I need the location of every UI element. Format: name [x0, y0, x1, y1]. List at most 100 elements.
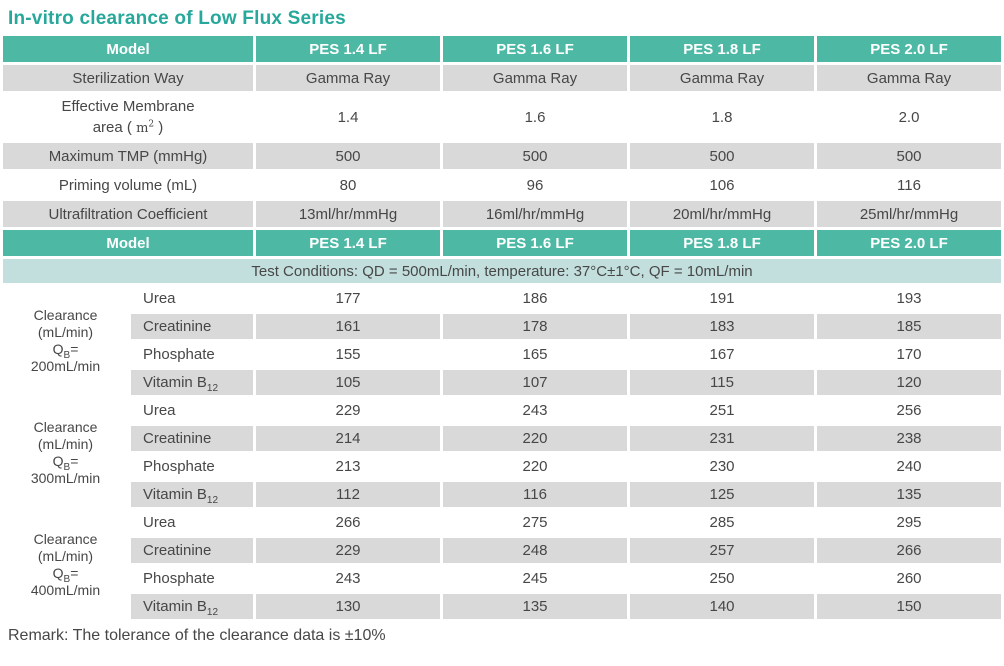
spec-value-cell: 16ml/hr/mmHg	[443, 201, 627, 227]
spec-value-cell: Gamma Ray	[443, 65, 627, 91]
analyte-cell: Phosphate	[131, 454, 253, 479]
model-name-cell: PES 2.0 LF	[817, 36, 1001, 62]
model-name-cell: PES 1.8 LF	[630, 36, 814, 62]
clearance-label-line2: (mL/min)	[37, 435, 94, 452]
clearance-row: Phosphate 213 220 230 240	[3, 454, 1001, 479]
clearance-value-cell: 230	[630, 454, 814, 479]
clearance-value-cell: 178	[443, 314, 627, 339]
clearance-value-cell: 191	[630, 286, 814, 311]
analyte-cell: Creatinine	[131, 314, 253, 339]
clearance-flow-rate: 300mL/min	[30, 469, 101, 486]
clearance-value-cell: 183	[630, 314, 814, 339]
clearance-value-cell: 161	[256, 314, 440, 339]
model-name-cell: PES 1.4 LF	[256, 230, 440, 256]
clearance-value-cell: 130	[256, 594, 440, 619]
spec-row-max-tmp: Maximum TMP (mmHg) 500 500 500 500	[3, 143, 1001, 169]
clearance-value-cell: 238	[817, 426, 1001, 451]
spec-value-cell: 116	[817, 172, 1001, 198]
square-meter-unit: m2	[136, 119, 155, 136]
clearance-row: Vitamin B12 105 107 115 120	[3, 370, 1001, 395]
clearance-value-cell: 245	[443, 566, 627, 591]
spec-value-cell: 500	[256, 143, 440, 169]
spec-row-label: Maximum TMP (mmHg)	[3, 143, 253, 169]
clearance-value-cell: 120	[817, 370, 1001, 395]
clearance-value-cell: 250	[630, 566, 814, 591]
spec-value-cell: 500	[817, 143, 1001, 169]
spec-value-cell: 1.6	[443, 94, 627, 140]
spec-value-cell: Gamma Ray	[256, 65, 440, 91]
spec-row-label: Sterilization Way	[3, 65, 253, 91]
qb-line: QB=	[52, 564, 79, 585]
membrane-label-line1: Effective Membrane	[61, 97, 195, 115]
spec-value-cell: 13ml/hr/mmHg	[256, 201, 440, 227]
analyte-cell: Creatinine	[131, 538, 253, 563]
clearance-value-cell: 251	[630, 398, 814, 423]
clearance-value-cell: 193	[817, 286, 1001, 311]
clearance-value-cell: 220	[443, 426, 627, 451]
clearance-value-cell: 266	[817, 538, 1001, 563]
qb-line: QB=	[52, 452, 79, 473]
analyte-cell: Phosphate	[131, 342, 253, 367]
analyte-cell: Vitamin B12	[131, 370, 253, 395]
clearance-value-cell: 243	[443, 398, 627, 423]
clearance-value-cell: 213	[256, 454, 440, 479]
clearance-block-label-qb300: Clearance (mL/min) QB= 300mL/min	[3, 398, 128, 507]
clearance-label-line2: (mL/min)	[37, 323, 94, 340]
spec-value-cell: 20ml/hr/mmHg	[630, 201, 814, 227]
spec-row-label: Effective Membrane area ( m2 )	[3, 94, 253, 140]
clearance-row: Vitamin B12 130 135 140 150	[3, 594, 1001, 619]
qb-line: QB=	[52, 340, 79, 361]
test-conditions-cell: Test Conditions: QD = 500mL/min, tempera…	[3, 259, 1001, 283]
model-name-cell: PES 1.4 LF	[256, 36, 440, 62]
clearance-value-cell: 125	[630, 482, 814, 507]
clearance-label-line1: Clearance	[33, 418, 98, 435]
analyte-cell: Urea	[131, 510, 253, 535]
clearance-value-cell: 229	[256, 538, 440, 563]
spec-value-cell: 2.0	[817, 94, 1001, 140]
clearance-value-cell: 257	[630, 538, 814, 563]
clearance-row: Vitamin B12 112 116 125 135	[3, 482, 1001, 507]
spec-value-cell: 96	[443, 172, 627, 198]
membrane-label-close: )	[154, 118, 164, 136]
clearance-value-cell: 260	[817, 566, 1001, 591]
clearance-value-cell: 135	[443, 594, 627, 619]
page-title: In-vitro clearance of Low Flux Series	[8, 8, 346, 29]
clearance-value-cell: 167	[630, 342, 814, 367]
clearance-value-cell: 220	[443, 454, 627, 479]
model-header-cell: Model	[3, 36, 253, 62]
test-conditions-row: Test Conditions: QD = 500mL/min, tempera…	[3, 259, 1001, 283]
spec-table: Model PES 1.4 LF PES 1.6 LF PES 1.8 LF P…	[0, 33, 1004, 230]
clearance-value-cell: 186	[443, 286, 627, 311]
clearance-value-cell: 116	[443, 482, 627, 507]
clearance-value-cell: 155	[256, 342, 440, 367]
spec-row-label: Ultrafiltration Coefficient	[3, 201, 253, 227]
clearance-value-cell: 112	[256, 482, 440, 507]
clearance-value-cell: 266	[256, 510, 440, 535]
clearance-label-line1: Clearance	[33, 530, 98, 547]
membrane-label-line2: area (	[92, 118, 137, 136]
spec-value-cell: 500	[443, 143, 627, 169]
model-name-cell: PES 1.6 LF	[443, 230, 627, 256]
clearance-block-label-qb400: Clearance (mL/min) QB= 400mL/min	[3, 510, 128, 619]
clearance-row: Clearance (mL/min) QB= 200mL/min Urea 17…	[3, 286, 1001, 395]
clearance-value-cell: 107	[443, 370, 627, 395]
clearance-row: Phosphate 243 245 250 260	[3, 566, 1001, 591]
clearance-table: Model PES 1.4 LF PES 1.6 LF PES 1.8 LF P…	[0, 227, 1004, 622]
spec-row-priming-volume: Priming volume (mL) 80 96 106 116	[3, 172, 1001, 198]
analyte-cell: Urea	[131, 286, 253, 311]
clearance-row: Creatinine 161 178 183 185	[3, 314, 1001, 339]
clearance-value-cell: 240	[817, 454, 1001, 479]
clearance-flow-rate: 200mL/min	[30, 357, 101, 374]
spec-value-cell: 1.8	[630, 94, 814, 140]
clearance-row: Phosphate 155 165 167 170	[3, 342, 1001, 367]
model-header-cell: Model	[3, 230, 253, 256]
spec-value-cell: Gamma Ray	[630, 65, 814, 91]
clearance-value-cell: 170	[817, 342, 1001, 367]
clearance-value-cell: 248	[443, 538, 627, 563]
analyte-cell: Vitamin B12	[131, 594, 253, 619]
clearance-value-cell: 243	[256, 566, 440, 591]
spec-value-cell: 1.4	[256, 94, 440, 140]
clearance-value-cell: 105	[256, 370, 440, 395]
clearance-value-cell: 275	[443, 510, 627, 535]
